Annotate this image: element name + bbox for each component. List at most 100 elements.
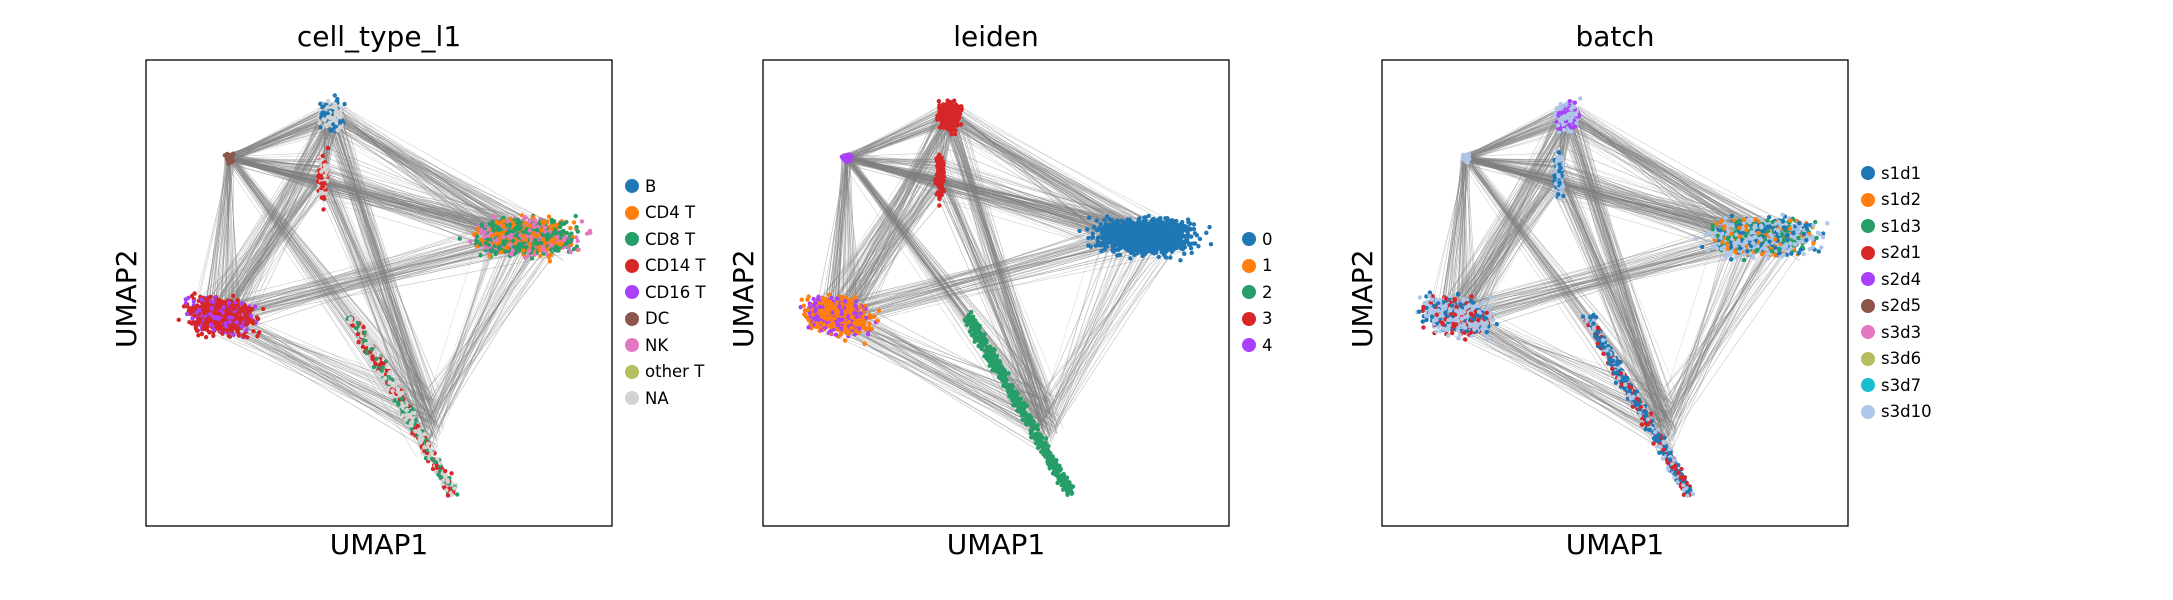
data-point [954,121,959,126]
data-point [501,234,507,240]
data-point [534,227,540,233]
data-point [319,195,325,200]
data-point [508,242,513,247]
data-point [363,338,368,344]
data-point [325,98,331,104]
legend-marker [625,364,639,379]
data-point [509,252,514,257]
data-point [561,221,566,227]
data-point [515,219,521,224]
data-point [486,233,491,238]
data-point [530,214,536,220]
data-point [493,231,498,237]
data-point [362,330,367,335]
data-point [491,214,496,219]
data-point [478,227,484,232]
plot-frame [145,59,613,527]
data-point [511,229,516,234]
data-point [329,127,334,132]
data-point [561,237,567,243]
data-point [1167,220,1173,225]
scatter-plot-area [762,59,1230,527]
data-point [508,216,513,222]
data-point [497,227,503,232]
data-point [1197,236,1203,242]
data-point [938,118,944,123]
data-point [1155,238,1160,243]
data-point [542,225,548,230]
data-point [338,108,343,114]
data-point [1151,216,1156,222]
data-point [1095,241,1101,247]
data-point [319,169,324,174]
data-point [428,447,433,453]
data-point [380,378,385,384]
data-point [1084,227,1090,232]
data-point [242,302,247,308]
data-point [558,224,563,230]
data-point [422,431,427,437]
data-point [325,111,330,116]
legend-item: CD16 T [625,279,706,306]
data-point [334,111,340,116]
legend-label: other T [645,362,705,382]
data-point [1156,254,1161,260]
data-point [337,120,343,125]
data-point [1100,241,1106,246]
data-point [474,238,479,244]
data-point [379,372,385,377]
data-point [501,215,506,221]
data-point [390,388,395,394]
scatter-points [176,93,593,498]
data-point [227,310,232,315]
data-point [225,152,230,157]
data-point [1207,224,1212,230]
data-point [197,307,202,313]
data-point [1118,232,1124,237]
data-point [319,175,324,181]
data-point [203,334,209,340]
data-point [575,229,581,234]
data-point [1177,223,1182,229]
data-point [399,396,404,401]
data-point [332,101,338,107]
data-point [1188,227,1193,232]
scatter-plot-area [145,59,613,527]
data-point [457,236,462,241]
data-point [1173,235,1178,240]
chart-title: cell_type_l1 [296,20,462,53]
data-point [946,110,952,115]
data-point [1128,224,1133,229]
data-point [1132,244,1137,250]
data-point [1178,258,1183,263]
data-point [187,319,192,325]
data-point [1144,230,1150,235]
data-point [1142,238,1147,244]
data-point [1128,233,1133,238]
data-point [322,180,327,186]
data-point [545,232,551,237]
data-point [226,300,232,306]
data-point [445,493,451,498]
y-axis-label: UMAP2 [110,249,143,348]
data-point [506,228,512,234]
data-point [1123,244,1129,250]
data-point [200,306,206,312]
data-point [1144,247,1150,253]
data-point [1160,245,1165,251]
data-point [530,230,536,236]
data-point [532,241,538,246]
data-point [449,492,454,497]
data-point [540,232,545,238]
data-point [1185,233,1191,239]
data-point [468,239,473,244]
data-point [374,356,379,362]
data-point [501,242,507,247]
data-point [521,248,526,253]
data-point [1099,249,1104,254]
data-point [576,247,581,252]
data-point [1208,241,1214,247]
data-point [221,327,227,332]
data-point [846,152,851,158]
data-point [510,238,516,243]
